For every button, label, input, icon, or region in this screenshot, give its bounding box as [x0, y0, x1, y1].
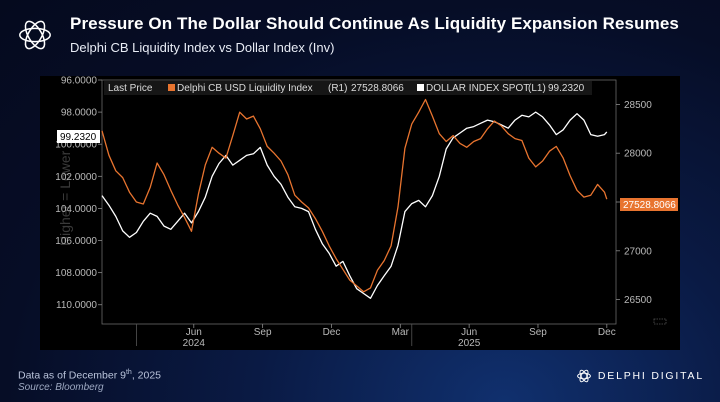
brand-mark: DELPHI DIGITAL — [576, 368, 704, 384]
x-tick-label: Sep — [529, 327, 547, 338]
left-last-value-text: 99.2320 — [60, 132, 97, 143]
x-year-label: 2024 — [183, 338, 206, 349]
legend-prefix: Last Price — [108, 83, 153, 94]
left-tick-label: 108.0000 — [55, 268, 97, 279]
x-tick-label: Jun — [186, 327, 202, 338]
x-tick-label: Jun — [461, 327, 477, 338]
zoom-handle-icon[interactable] — [653, 318, 667, 325]
legend-swatch-dollar — [417, 84, 424, 91]
x-tick-label: Dec — [323, 327, 341, 338]
legend-label-liquidity: Delphi CB USD Liquidity Index — [177, 83, 313, 94]
right-last-value-tag: 27528.8066 — [620, 198, 678, 211]
chart-legend: Last Price Delphi CB USD Liquidity Index… — [104, 81, 592, 95]
right-last-value-text: 27528.8066 — [623, 200, 676, 211]
left-last-value-tag: 99.2320 — [57, 130, 100, 143]
legend-swatch-liquidity — [168, 84, 175, 91]
chart-panel: Higher = Lower 96.0000 98.0000 100.0000 102… — [40, 76, 680, 350]
x-year-label: 2025 — [458, 338, 481, 349]
legend-last-dollar: 99.2320 — [548, 83, 585, 94]
left-tick-label: 98.0000 — [61, 108, 98, 119]
left-tick-label: 102.0000 — [55, 172, 97, 183]
data-date-prefix: Data as of December 9 — [18, 369, 126, 382]
right-tick-label: 27000 — [624, 246, 652, 257]
left-tick-label: 96.0000 — [61, 76, 98, 87]
right-tick-label: 28500 — [624, 100, 652, 111]
plot-area — [101, 79, 617, 325]
x-tick-label: Mar — [392, 327, 410, 338]
series-line-liquidity-index — [101, 98, 608, 293]
page-title: Pressure On The Dollar Should Continue A… — [70, 14, 679, 33]
data-date-suffix: , 2025 — [131, 369, 162, 382]
x-tick-label: Dec — [598, 327, 616, 338]
source-note: Source: Bloomberg — [18, 382, 104, 393]
left-tick-label: 104.0000 — [55, 204, 97, 215]
right-tick-label: 28000 — [624, 149, 652, 160]
data-date-sup: th — [125, 369, 132, 376]
brand-name: DELPHI DIGITAL — [597, 370, 704, 382]
left-tick-label: 100.0000 — [55, 140, 97, 151]
axis-watermark: Higher = Lower — [57, 150, 73, 246]
legend-axis-liquidity: (R1) — [328, 83, 347, 94]
right-tick-label: 26500 — [624, 295, 652, 306]
legend-label-dollar: DOLLAR INDEX SPOT — [426, 83, 529, 94]
left-tick-label: 110.0000 — [56, 300, 97, 311]
delphi-brand-icon — [577, 369, 591, 383]
legend-axis-dollar: (L1) — [528, 83, 546, 94]
legend-last-liquidity: 27528.8066 — [351, 83, 404, 94]
liquidity-vs-dollar-chart: Higher = Lower 96.0000 98.0000 100.0000 102… — [55, 76, 678, 349]
data-date-note: Data as of December 9th, 2025 — [18, 369, 161, 382]
page-subtitle: Delphi CB Liquidity Index vs Dollar Inde… — [70, 40, 335, 55]
x-tick-label: Sep — [254, 327, 272, 338]
series-line-dollar-index — [101, 111, 608, 299]
delphi-logo-icon — [19, 20, 51, 50]
left-tick-label: 106.0000 — [55, 236, 97, 247]
